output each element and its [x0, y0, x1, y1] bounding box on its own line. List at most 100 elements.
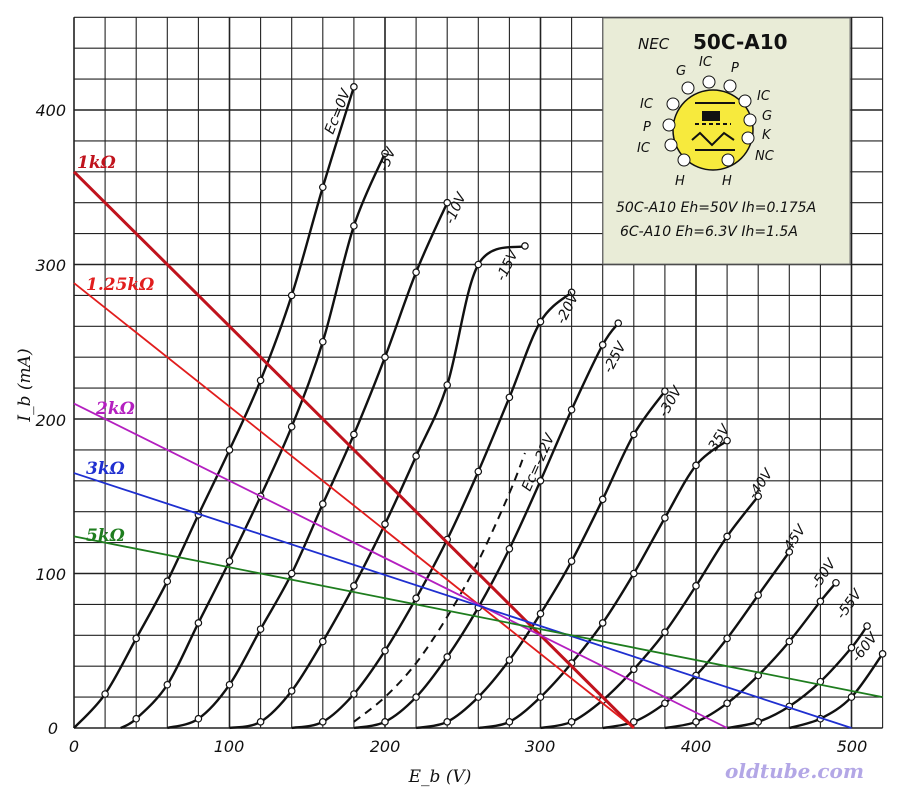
curve-point: [723, 699, 731, 708]
plate-curve: [353, 322, 620, 730]
curve-point: [847, 693, 856, 701]
curve-point: [225, 446, 234, 454]
curve-point: [318, 337, 327, 346]
curve-point: [381, 353, 389, 362]
curve-point: [692, 718, 700, 726]
curve-point: [754, 591, 763, 599]
curve-point: [598, 495, 607, 504]
curve-label: -5V: [376, 144, 400, 173]
curve-point: [832, 578, 840, 587]
pin-label-4: IC: [640, 97, 654, 112]
curve-point: [132, 714, 141, 723]
curve-point: [194, 714, 203, 723]
curve-point: [163, 577, 172, 586]
curve-point: [381, 149, 389, 158]
curve-point: [443, 718, 452, 726]
curve-point: [350, 222, 358, 230]
y-tick-label: 200: [35, 411, 66, 430]
curve-point: [661, 699, 669, 708]
curve-label: -10V: [442, 189, 470, 226]
pin-label-12: H: [722, 174, 732, 189]
curve-point: [723, 634, 731, 643]
curve-label: -40V: [745, 465, 777, 502]
curve-point: [661, 387, 669, 395]
curve-point: [381, 646, 389, 655]
curve-point: [785, 548, 794, 556]
pin-label-2: IC: [637, 141, 651, 156]
curve-point: [443, 381, 452, 389]
curve-point: [256, 625, 265, 633]
load-line: [73, 402, 728, 729]
curve-point: [598, 341, 607, 349]
curve-point: [567, 557, 576, 565]
curve-point: [318, 183, 327, 192]
curve-point: [287, 687, 296, 695]
curve-point: [816, 597, 825, 606]
y-tick-label: 0: [48, 719, 58, 738]
spec-line-2: 6C-A10 Eh=6.3V Ih=1.5A: [620, 224, 798, 240]
curve-point: [474, 693, 483, 701]
curve-point: [443, 198, 452, 207]
curve-point: [318, 637, 327, 646]
x-axis-title: E_b (V): [408, 767, 472, 787]
x-tick-label: 200: [370, 737, 401, 756]
curve-point: [474, 260, 483, 269]
curve-point: [567, 405, 576, 414]
curve-point: [536, 317, 545, 326]
load-label-3k: 3kΩ: [86, 459, 125, 479]
curve-point: [318, 500, 327, 508]
load-lines: [72, 170, 883, 730]
curve-point: [536, 693, 545, 701]
curve-point: [132, 634, 141, 643]
pin-label-7: P: [731, 61, 739, 76]
load-line: [73, 282, 635, 729]
curve-point: [505, 544, 514, 553]
curve-point: [350, 83, 358, 91]
plate-curve: [726, 625, 869, 730]
y-tick-label: 300: [35, 256, 66, 275]
load-label-2k: 2kΩ: [95, 399, 135, 419]
curve-point: [287, 422, 296, 431]
curve-label: -45V: [778, 521, 810, 558]
curve-point: [350, 690, 358, 698]
load-line-labels: 1kΩ 1.25kΩ 2kΩ 3kΩ 5kΩ: [77, 153, 154, 546]
curve-point: [505, 718, 514, 726]
curve-point: [536, 476, 545, 485]
load-label-1-25k: 1.25kΩ: [86, 275, 154, 295]
curve-point: [287, 291, 296, 300]
curve-point: [567, 288, 576, 297]
pin-label-5: G: [676, 64, 686, 79]
inset-brand: NEC: [638, 35, 670, 53]
curve-point: [350, 582, 358, 590]
curve-point: [412, 594, 420, 603]
curve-point: [101, 690, 109, 698]
tube-electrode-icon: [691, 102, 735, 151]
curve-point: [692, 582, 700, 590]
pin-label-10: K: [762, 128, 772, 143]
pin-label-3: P: [643, 120, 651, 135]
curve-point: [194, 619, 203, 627]
inset-model: 50C-A10: [693, 30, 788, 54]
plate-curve: [540, 495, 760, 730]
curve-label: Ec=0V: [322, 86, 355, 137]
curve-point: [754, 492, 763, 501]
pin-label-1: H: [675, 174, 685, 189]
curve-point: [629, 569, 638, 578]
curve-point: [629, 665, 638, 674]
load-line: [73, 472, 852, 729]
curve-point: [350, 430, 358, 439]
pin-label-9: G: [762, 109, 772, 124]
curve-point: [598, 619, 607, 627]
curve-point: [536, 609, 545, 618]
dashed-curve: [353, 452, 526, 723]
plate-curve: [788, 653, 884, 730]
curve-point: [723, 532, 731, 541]
curve-point: [521, 242, 529, 250]
curve-point: [256, 718, 265, 726]
x-tick-label: 300: [525, 737, 556, 756]
curve-point: [863, 622, 871, 630]
curve-point: [225, 557, 234, 565]
x-tick-label: 0: [69, 737, 79, 756]
curve-point: [614, 319, 623, 328]
